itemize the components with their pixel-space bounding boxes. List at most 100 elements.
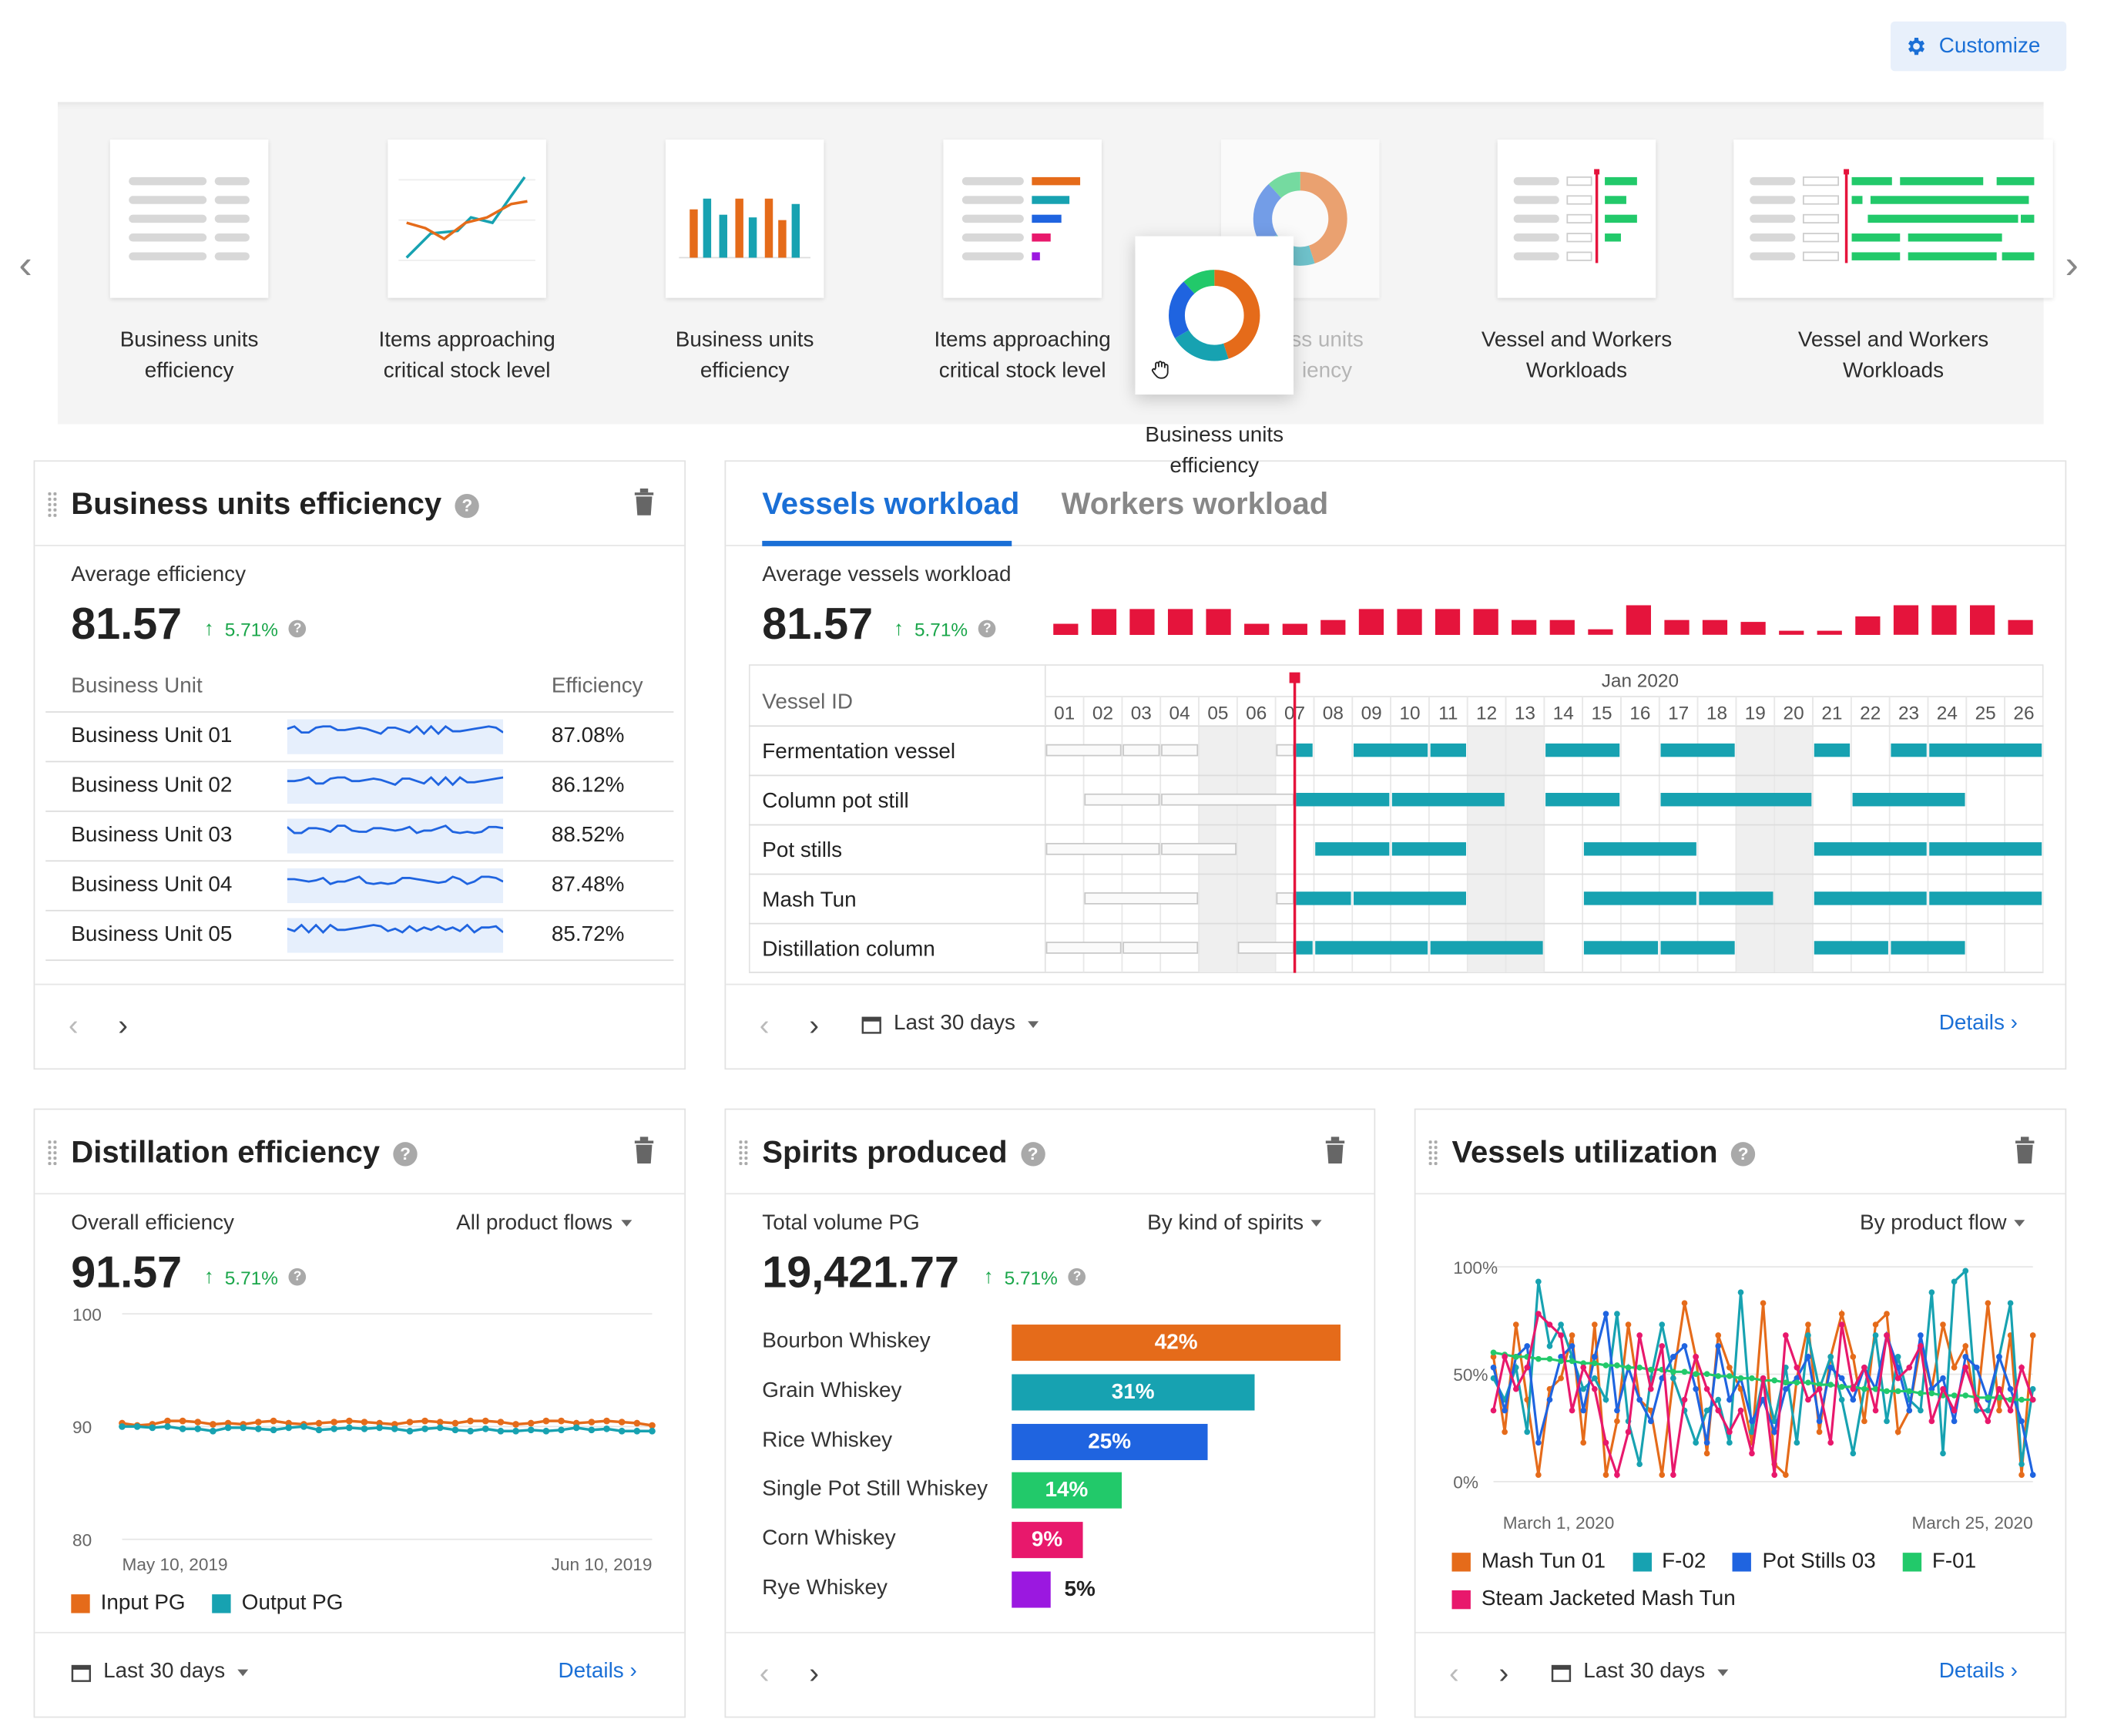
product-flow-select[interactable]: All product flows [456,1212,632,1236]
data-point[interactable] [1715,1332,1722,1338]
legend-item[interactable]: Steam Jacketed Mash Tun [1451,1587,1736,1611]
data-point[interactable] [1985,1418,1992,1425]
data-point[interactable] [1771,1472,1778,1478]
data-point[interactable] [1625,1429,1632,1435]
data-point[interactable] [1838,1375,1845,1382]
data-point[interactable] [1715,1373,1722,1379]
data-point[interactable] [1783,1332,1789,1338]
data-point[interactable] [1861,1385,1867,1392]
data-point[interactable] [542,1417,550,1425]
past-booking-bar[interactable] [1084,793,1160,806]
data-point[interactable] [1614,1407,1620,1414]
data-point[interactable] [179,1417,186,1425]
data-point[interactable] [1681,1343,1688,1349]
help-icon[interactable]: ? [288,1268,307,1286]
data-point[interactable] [1985,1394,1992,1401]
legend-item[interactable]: Mash Tun 01 [1451,1550,1606,1574]
data-point[interactable] [391,1425,398,1432]
data-point[interactable] [1884,1311,1890,1317]
data-point[interactable] [558,1417,565,1425]
data-point[interactable] [1569,1332,1575,1338]
booking-bar[interactable] [1583,842,1696,856]
booking-bar[interactable] [1891,941,1965,955]
booking-bar[interactable] [1391,792,1505,807]
data-point[interactable] [1693,1439,1699,1446]
data-point[interactable] [1783,1385,1789,1392]
gallery-card-gantt[interactable]: Vessel and Workers Workloads [1456,139,1698,386]
data-point[interactable] [467,1427,474,1435]
data-point[interactable] [2029,1332,2036,1338]
legend-item[interactable]: Output PG [212,1592,343,1616]
data-point[interactable] [1749,1450,1755,1457]
data-point[interactable] [1602,1396,1609,1403]
data-point[interactable] [1861,1364,1867,1371]
data-point[interactable] [1940,1450,1946,1457]
next-page-arrow[interactable]: › [809,1656,820,1690]
data-point[interactable] [1726,1396,1733,1403]
data-point[interactable] [1681,1368,1688,1375]
data-point[interactable] [270,1417,277,1425]
booking-bar[interactable] [1891,743,1927,757]
data-point[interactable] [1693,1371,1699,1377]
prev-page-arrow[interactable]: ‹ [759,1656,770,1690]
data-point[interactable] [194,1425,202,1432]
tab-workers-workload[interactable]: Workers workload [1061,485,1329,521]
data-point[interactable] [1670,1354,1676,1360]
data-point[interactable] [1850,1396,1857,1403]
data-point[interactable] [1558,1332,1564,1338]
past-booking-bar[interactable] [1276,892,1294,905]
data-point[interactable] [345,1424,353,1432]
gallery-card-table[interactable]: Business units efficiency [89,139,290,386]
data-point[interactable] [315,1426,323,1434]
customize-button[interactable]: Customize [1891,21,2067,72]
data-point[interactable] [1894,1375,1901,1382]
data-point[interactable] [164,1417,171,1425]
data-point[interactable] [1703,1439,1710,1446]
help-icon[interactable]: ? [1020,1142,1045,1167]
legend-item[interactable]: Input PG [71,1592,186,1616]
table-row[interactable]: Business Unit 02 86.12% [45,762,674,812]
data-point[interactable] [1580,1407,1587,1414]
data-point[interactable] [1602,1472,1609,1478]
data-point[interactable] [164,1423,171,1430]
data-point[interactable] [1827,1382,1834,1388]
booking-bar[interactable] [1660,941,1735,955]
data-point[interactable] [558,1426,565,1434]
booking-bar[interactable] [1545,743,1620,757]
data-point[interactable] [1546,1396,1553,1403]
data-point[interactable] [1918,1332,1924,1338]
spirit-bar[interactable] [1012,1325,1341,1362]
booking-bar[interactable] [1315,941,1428,955]
data-point[interactable] [1838,1321,1845,1328]
data-point[interactable] [436,1419,444,1425]
data-point[interactable] [1951,1407,1958,1414]
data-point[interactable] [345,1417,353,1425]
past-booking-bar[interactable] [1161,744,1199,757]
data-point[interactable] [1951,1278,1958,1285]
gallery-card-hbar[interactable]: Items approaching critical stock level [901,139,1143,386]
data-point[interactable] [406,1419,414,1425]
data-point[interactable] [603,1425,610,1432]
data-point[interactable] [1636,1364,1643,1371]
trash-icon[interactable] [2014,1137,2035,1164]
past-booking-bar[interactable] [1045,744,1122,757]
data-point[interactable] [1524,1429,1531,1435]
data-point[interactable] [133,1423,141,1430]
spirits-kind-select[interactable]: By kind of spirits [1147,1212,1323,1236]
booking-bar[interactable] [1814,743,1851,757]
data-point[interactable] [1928,1390,1935,1397]
data-point[interactable] [497,1427,505,1435]
data-point[interactable] [1894,1388,1901,1395]
data-point[interactable] [2018,1396,2025,1403]
data-point[interactable] [1625,1321,1632,1328]
data-point[interactable] [1928,1418,1935,1425]
data-point[interactable] [618,1419,626,1425]
data-point[interactable] [1771,1377,1778,1384]
prev-page-arrow[interactable]: ‹ [759,1008,770,1042]
data-point[interactable] [1928,1385,1935,1392]
data-point[interactable] [1894,1354,1901,1360]
data-point[interactable] [1715,1396,1722,1403]
data-point[interactable] [2029,1472,2036,1478]
drag-handle-icon[interactable] [46,1139,58,1167]
data-point[interactable] [2007,1407,2014,1414]
